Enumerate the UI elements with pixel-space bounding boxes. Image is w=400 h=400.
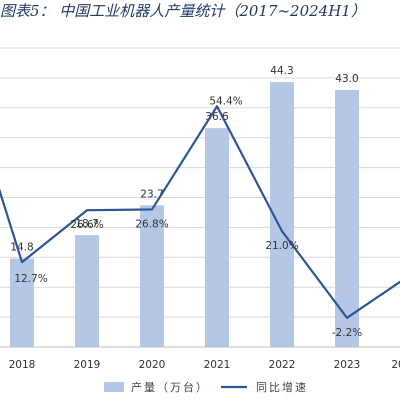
gridlines	[0, 47, 400, 318]
line-data-label: -2.2%	[332, 327, 362, 339]
line-series: 12.7% 26.6% 26.8% 54.4% 21.0% -2.2%	[0, 95, 400, 339]
x-axis: 20172018201920202021202220232024H1	[0, 346, 400, 371]
bar	[205, 128, 229, 347]
x-tick-label: 2018	[9, 359, 36, 371]
bar	[140, 205, 164, 347]
bar-data-label: 18.7	[75, 218, 98, 230]
bar	[75, 235, 99, 347]
legend-label-bar: 产量（万台）	[131, 380, 209, 394]
x-tick-label: 2024H1	[391, 359, 400, 371]
x-tick-label: 2022	[269, 359, 296, 371]
legend: 产量（万台） 同比增速	[104, 380, 308, 394]
x-tick-label: 2023	[334, 359, 361, 371]
x-tick-label: 2019	[74, 359, 101, 371]
bar	[10, 258, 34, 347]
bar-data-label: 23.7	[140, 188, 163, 200]
x-tick-label: 2020	[139, 359, 166, 371]
chart-title: 图表5： 中国工业机器人产量统计（2017~2024H1）	[0, 2, 366, 20]
bar-series: 14.818.723.736.644.343.0	[10, 65, 359, 348]
line-data-label: 54.4%	[209, 95, 242, 107]
x-tick-label: 2021	[204, 359, 231, 371]
legend-label-line: 同比增速	[256, 380, 308, 394]
line-data-label: 26.6%	[70, 219, 103, 231]
bar-data-label: 43.0	[335, 73, 358, 85]
bar-data-label: 44.3	[270, 65, 293, 77]
bar-data-label: 14.8	[10, 241, 33, 253]
bar	[335, 89, 359, 348]
growth-line	[0, 105, 400, 319]
legend-swatch-bar	[104, 382, 124, 392]
line-data-label: 26.8%	[135, 218, 168, 230]
line-data-label: 12.7%	[14, 273, 47, 285]
line-data-label: 21.0%	[265, 240, 298, 252]
